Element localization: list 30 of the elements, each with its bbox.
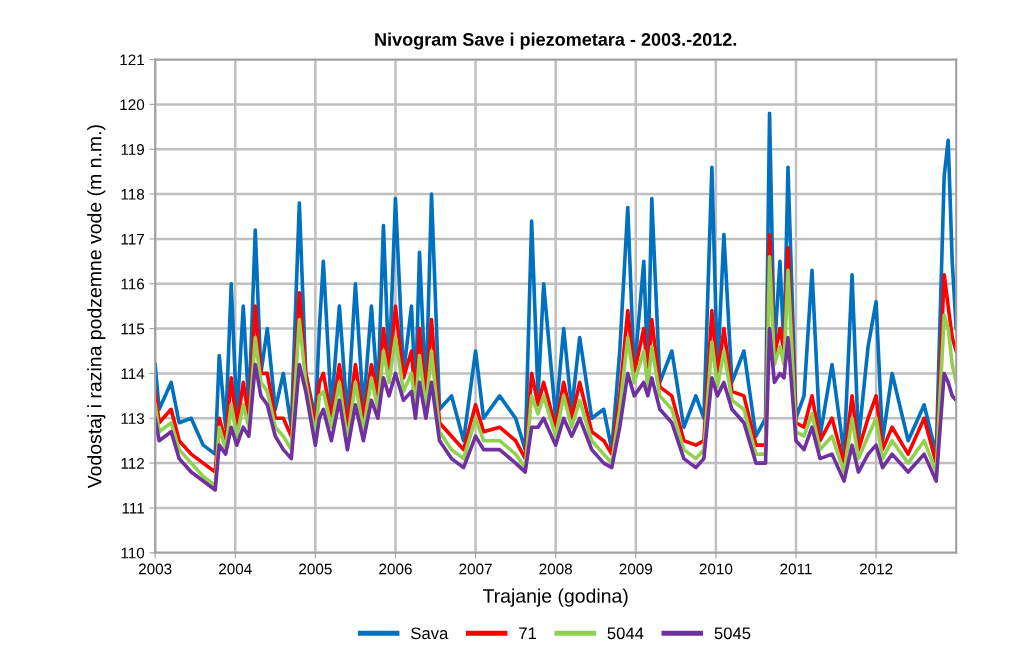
y-tick-label: 113 [121,413,145,424]
x-tick-label: 2004 [219,563,252,575]
y-tick-label: 115 [121,323,145,335]
x-tick-label: 2006 [379,563,412,575]
legend-label: 5044 [607,627,644,640]
x-tick-label: 2008 [539,563,572,575]
x-axis-title: Trajanje (godina) [482,588,628,607]
x-tick-label: 2007 [459,563,492,575]
chart-title: Nivogram Save i piezometara - 2003.-2012. [375,32,737,50]
x-tick-label: 2009 [619,563,653,575]
y-tick-label: 114 [121,368,145,379]
y-axis-title: Vodostaj i razina podzemne vode (m n.m.) [87,125,106,489]
y-tick-label: 121 [120,54,144,66]
legend-label: Sava [411,627,449,640]
x-tick-label: 2012 [859,563,893,575]
y-tick-label: 111 [122,502,144,514]
y-tick-label: 110 [121,547,145,559]
legend-label: 5045 [714,627,751,640]
x-tick-label: 2005 [299,563,332,575]
x-tick-label: 2010 [699,563,733,575]
y-tick-label: 116 [121,278,145,290]
legend-label: 71 [519,627,537,640]
x-tick-label: 2003 [138,563,172,575]
x-tick-label: 2011 [780,563,812,575]
y-tick-label: 118 [121,188,145,200]
line-series [155,326,957,492]
y-tick-label: 112 [121,457,144,469]
y-tick-label: 119 [121,144,144,155]
y-tick-label: 117 [121,233,144,245]
y-tick-label: 120 [120,99,145,111]
